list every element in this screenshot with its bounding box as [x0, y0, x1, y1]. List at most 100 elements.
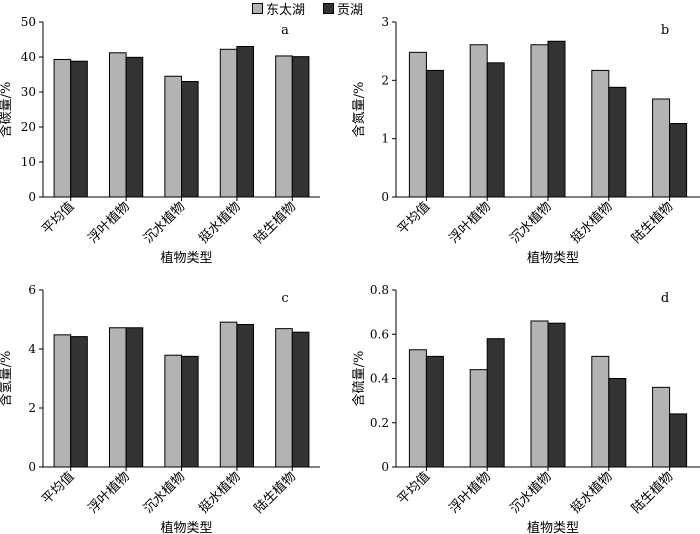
bar-dongtaihu	[530, 44, 549, 198]
y-tick-label: 20	[21, 120, 36, 134]
bar-gonghu	[669, 413, 688, 468]
y-axis-title: 含硫量/%	[351, 351, 367, 407]
bar-dongtaihu	[53, 334, 72, 468]
y-tick-label: 1	[381, 132, 389, 146]
bar-dongtaihu	[219, 48, 238, 198]
bar-dongtaihu	[164, 354, 183, 468]
x-axis-title: 植物类型	[160, 521, 212, 534]
x-tick-label: 平均值	[39, 469, 78, 508]
chart-panel-b: 0 1 2 3 平均值 浮叶植物 沉水植物 挺水植物 陆生植物 b 含氮量/% 植物类型	[351, 15, 700, 266]
bar-dongtaihu	[469, 44, 488, 198]
chart-panel-c: 0 2 4 6 平均值 浮叶植物 沉水植物 挺水植物 陆生植物 c 含氢量/% 植物类型	[0, 283, 320, 534]
y-tick-label: 10	[21, 155, 36, 169]
y-tick-label: 0	[28, 460, 36, 474]
x-tick-label: 挺水植物	[568, 199, 615, 246]
bar-gonghu	[125, 327, 144, 468]
x-tick-label: 陆生植物	[251, 469, 299, 517]
x-tick-label: 平均值	[394, 199, 433, 238]
x-tick-label: 沉水植物	[507, 199, 554, 246]
bar-gonghu	[291, 56, 310, 198]
y-tick-label: 0.6	[370, 327, 389, 341]
bar-gonghu	[608, 378, 627, 468]
bar-gonghu	[236, 324, 255, 468]
legend-label-dongtaihu: 东太湖	[266, 2, 306, 18]
bar-dongtaihu	[530, 320, 549, 468]
x-tick-label: 陆生植物	[628, 199, 676, 247]
bar-gonghu	[236, 46, 255, 198]
bar-dongtaihu	[53, 58, 72, 198]
bar-gonghu	[181, 355, 199, 468]
x-axis-title: 植物类型	[160, 251, 212, 266]
y-tick-label: 40	[21, 50, 36, 64]
bar-dongtaihu	[108, 52, 127, 198]
bar-dongtaihu	[408, 349, 427, 468]
bar-gonghu	[291, 331, 310, 468]
bar-gonghu	[181, 81, 199, 198]
bar-dongtaihu	[591, 355, 610, 468]
x-tick-label: 浮叶植物	[86, 199, 133, 246]
bar-dongtaihu	[652, 386, 671, 468]
y-tick-label: 4	[28, 342, 36, 356]
panel-label: b	[661, 23, 669, 38]
y-axis-title: 含氢量/%	[0, 351, 14, 407]
y-tick-label: 0.4	[370, 372, 389, 386]
panel-label: a	[281, 23, 289, 38]
x-axis-title: 植物类型	[527, 251, 579, 266]
y-tick-label: 2	[28, 401, 36, 415]
x-tick-label: 浮叶植物	[447, 199, 494, 246]
x-tick-label: 浮叶植物	[86, 469, 133, 516]
x-tick-label: 沉水植物	[507, 469, 554, 516]
y-tick-label: 2	[381, 73, 389, 87]
bar-gonghu	[70, 336, 88, 468]
bar-gonghu	[125, 56, 144, 198]
bar-dongtaihu	[408, 51, 427, 198]
legend-swatch-gonghu	[323, 2, 335, 14]
legend: 东太湖 贡湖	[252, 0, 381, 18]
x-tick-label: 沉水植物	[141, 199, 188, 246]
x-axis-title: 植物类型	[527, 521, 579, 534]
y-tick-label: 0	[28, 190, 36, 204]
x-tick-label: 挺水植物	[196, 199, 243, 246]
x-tick-label: 陆生植物	[251, 199, 299, 247]
bar-dongtaihu	[275, 55, 293, 198]
y-tick-label: 50	[21, 15, 36, 29]
y-tick-label: 0.8	[370, 283, 389, 297]
x-tick-label: 平均值	[394, 469, 433, 508]
chart-panel-a: 0 10 20 30 40 50 平均值 浮叶植物 沉水植物 挺水植物 陆生植物 a 含碳量/% 植物类型	[0, 15, 320, 266]
bar-dongtaihu	[275, 328, 293, 468]
bar-dongtaihu	[591, 69, 610, 198]
bar-gonghu	[425, 355, 444, 468]
y-tick-label: 30	[21, 85, 36, 99]
bar-gonghu	[425, 69, 444, 198]
y-tick-label: 0	[381, 460, 389, 474]
x-tick-label: 沉水植物	[141, 469, 188, 516]
bar-gonghu	[669, 123, 688, 198]
legend-item-dongtaihu: 东太湖	[252, 0, 305, 18]
bar-gonghu	[486, 338, 505, 468]
bar-dongtaihu	[652, 98, 671, 198]
y-tick-label: 3	[381, 15, 389, 29]
legend-item-gonghu: 贡湖	[323, 0, 363, 18]
x-tick-label: 挺水植物	[568, 469, 615, 516]
bar-gonghu	[608, 86, 627, 198]
y-axis-title: 含氮量/%	[351, 82, 367, 138]
x-tick-label: 平均值	[39, 199, 78, 238]
y-tick-label: 6	[28, 283, 36, 297]
bar-dongtaihu	[164, 75, 183, 198]
bar-gonghu	[547, 40, 566, 198]
bar-gonghu	[486, 62, 505, 198]
y-tick-label: 0.2	[370, 416, 389, 430]
bar-dongtaihu	[469, 369, 488, 468]
y-axis-title: 含碳量/%	[0, 82, 14, 138]
x-tick-label: 挺水植物	[196, 469, 243, 516]
bar-dongtaihu	[108, 327, 127, 468]
legend-label-gonghu: 贡湖	[337, 2, 364, 18]
panel-label: c	[281, 291, 288, 306]
bar-gonghu	[70, 60, 88, 198]
y-tick-label: 0	[381, 190, 389, 204]
panel-label: d	[661, 291, 669, 306]
legend-swatch-dongtaihu	[252, 2, 263, 14]
x-tick-label: 陆生植物	[628, 469, 676, 517]
chart-panel-d: 0 0.2 0.4 0.6 0.8 平均值 浮叶植物 沉水植物 挺水植物 陆生植物 d 含硫量/% 植物…	[351, 283, 700, 534]
